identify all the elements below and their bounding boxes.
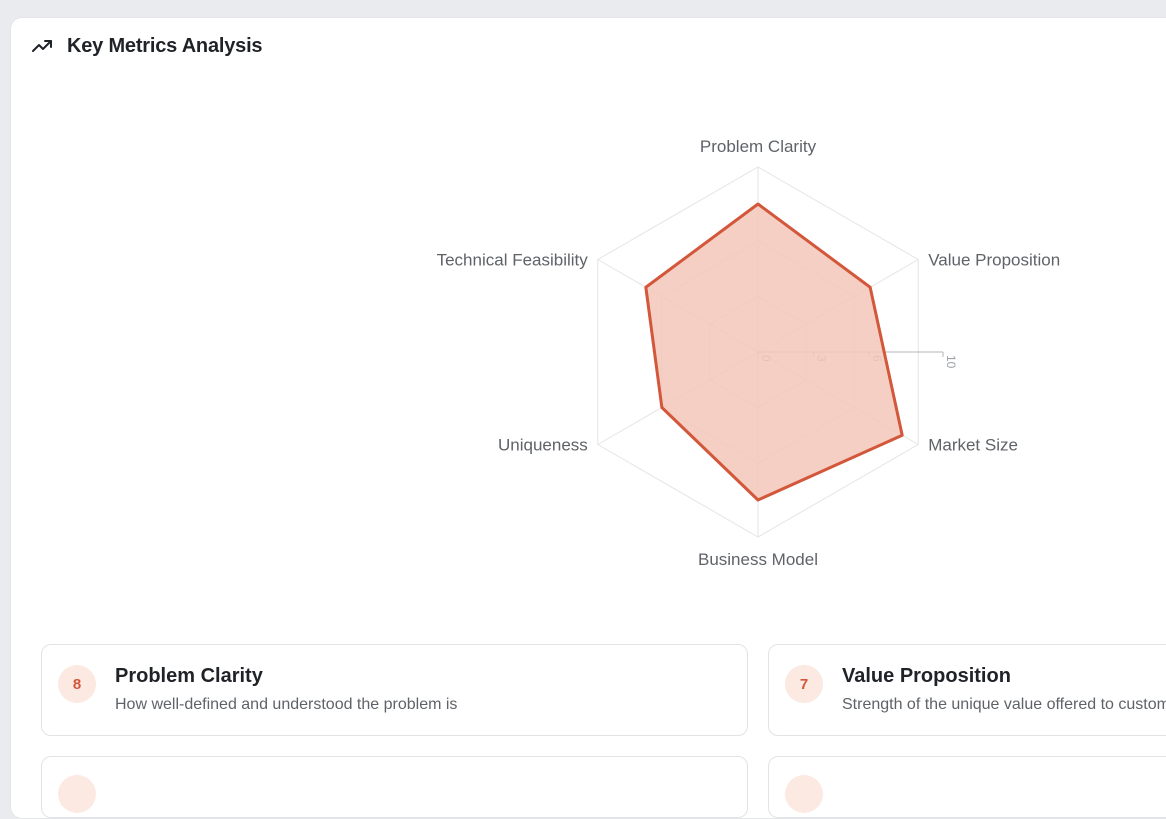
score-badge <box>58 775 96 813</box>
radar-axis-labels: Problem Clarity Value Proposition Market S… <box>437 137 1061 569</box>
radar-axis-label: Uniqueness <box>498 436 588 455</box>
radar-axis-label: Problem Clarity <box>700 137 817 156</box>
section-title: Key Metrics Analysis <box>67 34 263 57</box>
metric-description: Strength of the unique value offered to … <box>842 696 1166 713</box>
section-header: Key Metrics Analysis <box>31 34 263 58</box>
radar-axis-label: Value Proposition <box>928 251 1060 270</box>
metric-card-value-proposition[interactable]: 7 Value Proposition Strength of the uniq… <box>768 644 1166 736</box>
metric-title: Value Proposition <box>842 665 1011 687</box>
radar-series-area <box>644 202 904 502</box>
radar-axis-label: Business Model <box>698 550 818 569</box>
radar-axis-label: Technical Feasibility <box>437 251 589 270</box>
metric-title: Problem Clarity <box>115 665 263 687</box>
radar-series <box>644 202 904 502</box>
metric-card-problem-clarity[interactable]: 8 Problem Clarity How well-defined and u… <box>41 644 748 736</box>
metric-card-business-model[interactable] <box>768 756 1166 818</box>
metric-card-market-size[interactable] <box>41 756 748 818</box>
metric-description: How well-defined and understood the prob… <box>115 696 458 713</box>
radar-axis-label: Market Size <box>928 436 1018 455</box>
score-badge <box>785 775 823 813</box>
score-badge: 7 <box>785 665 823 703</box>
radar-tick-label: 10 <box>944 355 958 369</box>
trending-up-icon <box>32 40 52 52</box>
score-badge: 8 <box>58 665 96 703</box>
